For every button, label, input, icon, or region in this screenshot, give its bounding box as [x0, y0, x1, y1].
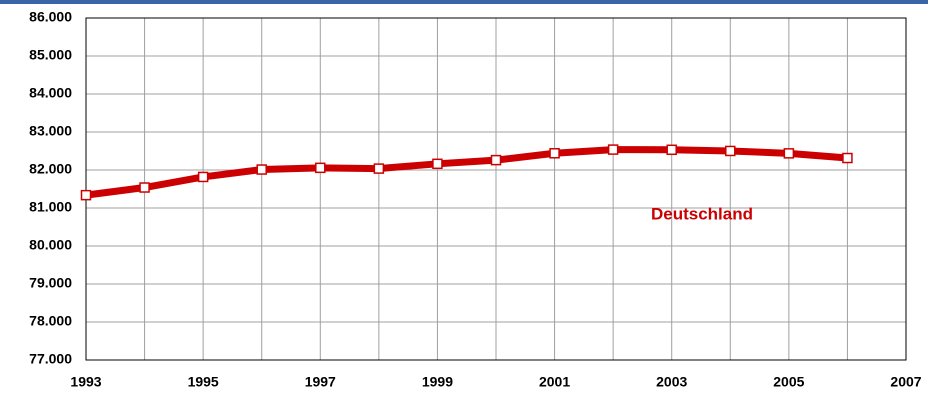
plot-frame	[85, 17, 907, 361]
x-tick-label: 1995	[188, 374, 219, 390]
x-tick-label: 1999	[422, 374, 453, 390]
data-point	[315, 162, 326, 174]
data-point	[256, 164, 267, 175]
y-tick-label: 83.000	[29, 123, 72, 139]
data-point	[139, 182, 150, 193]
data-point	[80, 189, 92, 201]
y-tick-label: 79.000	[29, 275, 72, 291]
data-point	[549, 148, 560, 159]
data-point	[373, 163, 385, 174]
x-tick-label: 1993	[70, 374, 101, 390]
data-point	[783, 148, 795, 159]
data-point	[490, 154, 502, 166]
x-tick-label: 1997	[305, 374, 336, 390]
x-tick-label: 2005	[773, 374, 804, 390]
y-tick-label: 77.000	[29, 351, 72, 367]
data-point	[842, 152, 853, 164]
y-tick-label: 80.000	[29, 237, 72, 253]
series-label: Deutschland	[651, 204, 753, 223]
data-line	[85, 146, 848, 199]
y-tick-label: 81.000	[29, 199, 72, 215]
y-tick-label: 85.000	[29, 47, 72, 63]
data-point	[432, 158, 443, 170]
y-tick-label: 84.000	[29, 85, 72, 101]
data-point	[666, 144, 677, 156]
data-point	[197, 171, 209, 183]
x-tick-label: 2007	[890, 374, 921, 390]
y-tick-label: 86.000	[29, 9, 72, 25]
x-tick-label: 2003	[656, 374, 687, 390]
top-bar	[0, 0, 928, 4]
y-tick-label: 78.000	[29, 313, 72, 329]
y-tick-label: 82.000	[29, 161, 72, 177]
x-tick-label: 2001	[539, 374, 570, 390]
data-point	[725, 145, 736, 157]
data-point	[607, 144, 619, 155]
